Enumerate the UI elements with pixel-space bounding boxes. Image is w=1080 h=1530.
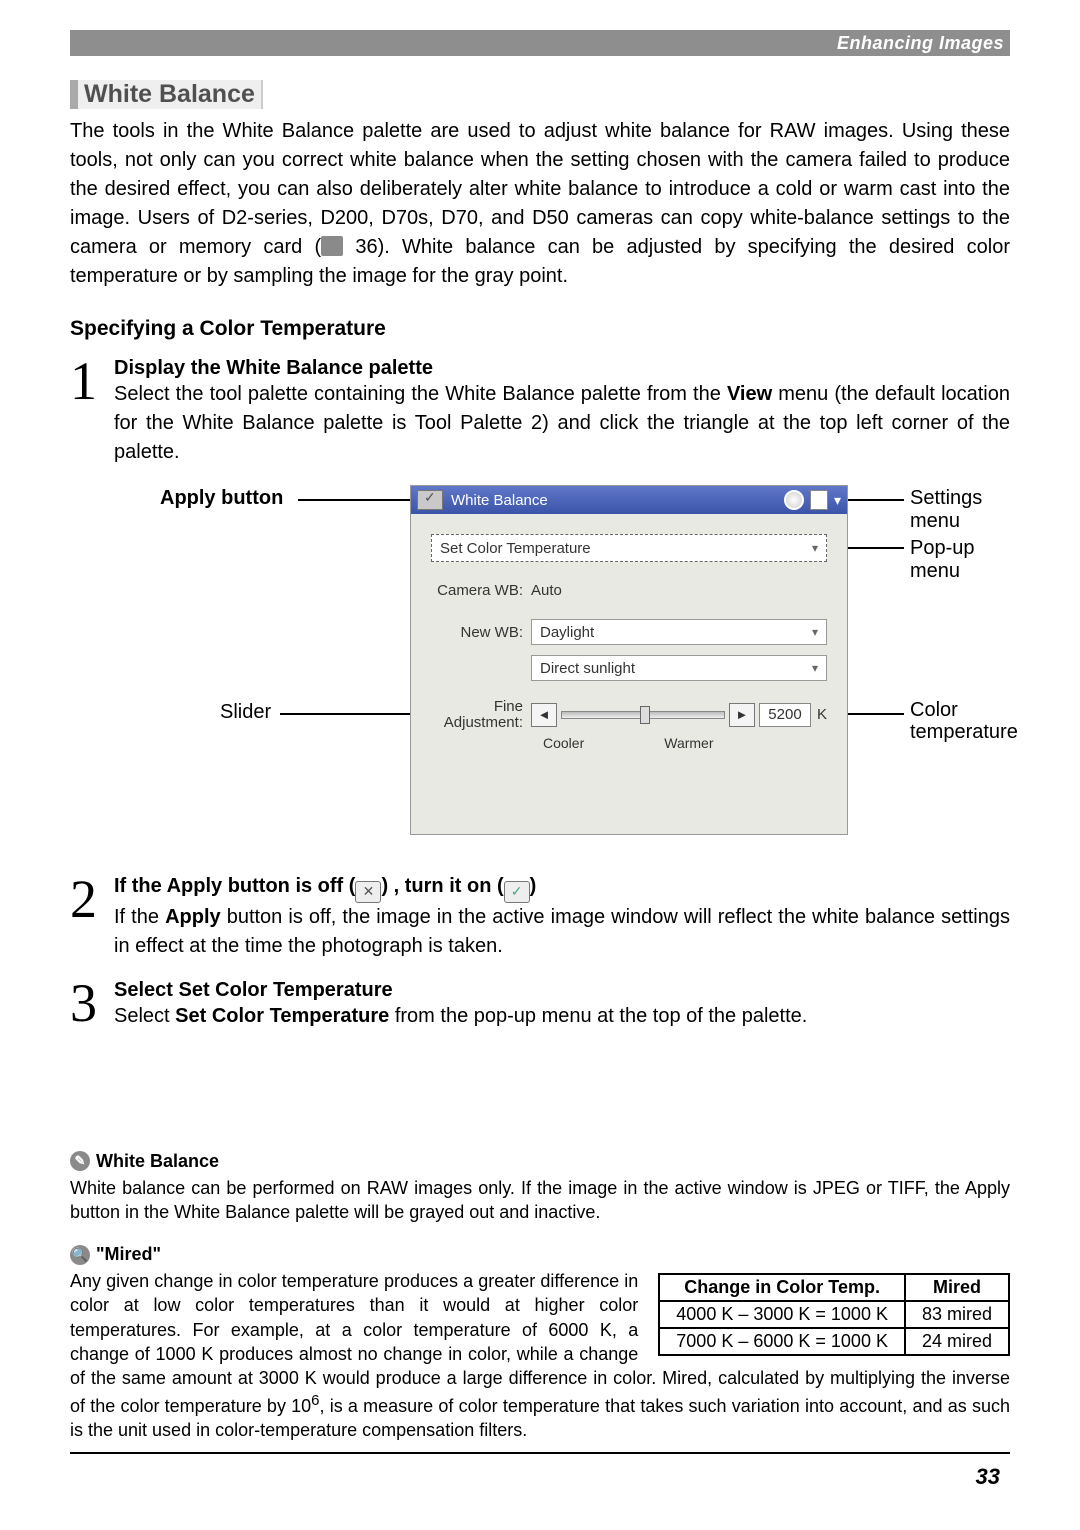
mired-note-title: "Mired" [96, 1244, 161, 1265]
cooler-label: Cooler [543, 735, 584, 751]
step-3-title: Select Set Color Temperature [114, 979, 1010, 1002]
chevron-down-icon: ▾ [812, 625, 818, 639]
mired-table-header-2: Mired [905, 1274, 1009, 1301]
color-temp-value[interactable]: 5200 [759, 703, 811, 727]
mired-table: Change in Color Temp. Mired 4000 K – 300… [658, 1273, 1010, 1356]
slider-increase-button[interactable]: ► [729, 703, 755, 727]
camera-wb-label: Camera WB: [431, 582, 531, 599]
mired-note: 🔍 "Mired" Change in Color Temp. Mired 40… [70, 1244, 1010, 1442]
apply-button[interactable] [417, 490, 443, 510]
fine-adjust-label: FineAdjustment: [431, 699, 531, 731]
panel-title-bar: White Balance ▾ [411, 486, 847, 514]
step-1-title: Display the White Balance palette [114, 357, 1010, 380]
wb-note-title: White Balance [96, 1151, 219, 1172]
color-temp-unit: K [817, 706, 827, 723]
sub-wb-row: Direct sunlight ▾ [431, 655, 827, 681]
slider-caption: Cooler Warmer [543, 735, 827, 751]
slider-decrease-button[interactable]: ◄ [531, 703, 557, 727]
step-3-text: Select Set Color Temperature from the po… [114, 1002, 1010, 1031]
callout-apply: Apply button [160, 487, 283, 510]
method-dropdown[interactable]: Set Color Temperature ▾ [431, 534, 827, 562]
new-wb-label: New WB: [431, 624, 531, 641]
fine-adjust-slider[interactable] [561, 711, 725, 719]
fine-adjust-row: FineAdjustment: ◄ ► 5200 K [431, 699, 827, 731]
step-3-number: 3 [70, 979, 114, 1031]
sub-wb-dropdown[interactable]: Direct sunlight ▾ [531, 655, 827, 681]
chevron-down-icon: ▾ [812, 541, 818, 555]
apply-on-icon: ✓ [504, 881, 530, 903]
chevron-down-icon: ▾ [812, 661, 818, 675]
new-wb-dropdown[interactable]: Daylight ▾ [531, 619, 827, 645]
new-wb-value: Daylight [540, 624, 594, 641]
reset-icon[interactable] [784, 490, 804, 510]
sub-heading: Specifying a Color Temperature [70, 317, 1010, 341]
slider-thumb[interactable] [640, 706, 650, 724]
new-wb-row: New WB: Daylight ▾ [431, 619, 827, 645]
step-1: 1 Display the White Balance palette Sele… [70, 357, 1010, 467]
callout-colortemp: Colortemperature [910, 699, 1018, 743]
method-dropdown-value: Set Color Temperature [440, 540, 591, 557]
settings-menu-arrow-icon[interactable]: ▾ [834, 492, 841, 509]
wb-note-text: White balance can be performed on RAW im… [70, 1176, 1010, 1225]
step-2-text: If the Apply button is off, the image in… [114, 903, 1010, 961]
panel-title-text: White Balance [451, 492, 548, 509]
tip-icon: 🔍 [70, 1245, 90, 1265]
step-2-number: 2 [70, 875, 114, 961]
page-header-bar: Enhancing Images [70, 30, 1010, 56]
step-3: 3 Select Set Color Temperature Select Se… [70, 979, 1010, 1031]
step-2: 2 If the Apply button is off (✕) , turn … [70, 875, 1010, 961]
table-row: 7000 K – 6000 K = 1000 K 24 mired [659, 1328, 1009, 1355]
sub-wb-value: Direct sunlight [540, 660, 635, 677]
table-row: 4000 K – 3000 K = 1000 K 83 mired [659, 1301, 1009, 1328]
note-icon: ✎ [70, 1151, 90, 1171]
white-balance-panel: White Balance ▾ Set Color Temperature ▾ … [410, 485, 848, 835]
step-1-number: 1 [70, 357, 114, 467]
intro-paragraph: The tools in the White Balance palette a… [70, 117, 1010, 291]
page-number: 33 [0, 1464, 1080, 1490]
palette-diagram: Apply button Slider Settings menu Pop-up… [70, 485, 1010, 845]
intro-ref: 36 [343, 236, 377, 258]
settings-menu-icon[interactable] [810, 490, 828, 510]
white-balance-note: ✎ White Balance White balance can be per… [70, 1151, 1010, 1225]
callout-settings: Settings menu [910, 487, 1010, 533]
step-1-text: Select the tool palette containing the W… [114, 380, 1010, 467]
footer-rule [70, 1452, 1010, 1454]
header-tab-label: Enhancing Images [837, 33, 1004, 54]
mired-table-header-1: Change in Color Temp. [659, 1274, 905, 1301]
section-title: White Balance [70, 80, 263, 109]
step-2-title: If the Apply button is off (✕) , turn it… [114, 875, 1010, 903]
page-ref-icon [321, 236, 343, 256]
apply-off-icon: ✕ [355, 881, 381, 903]
camera-wb-row: Camera WB: Auto [431, 582, 827, 599]
warmer-label: Warmer [664, 735, 713, 751]
camera-wb-value: Auto [531, 582, 562, 599]
callout-popup: Pop-up menu [910, 537, 1010, 583]
callout-slider: Slider [220, 701, 271, 724]
